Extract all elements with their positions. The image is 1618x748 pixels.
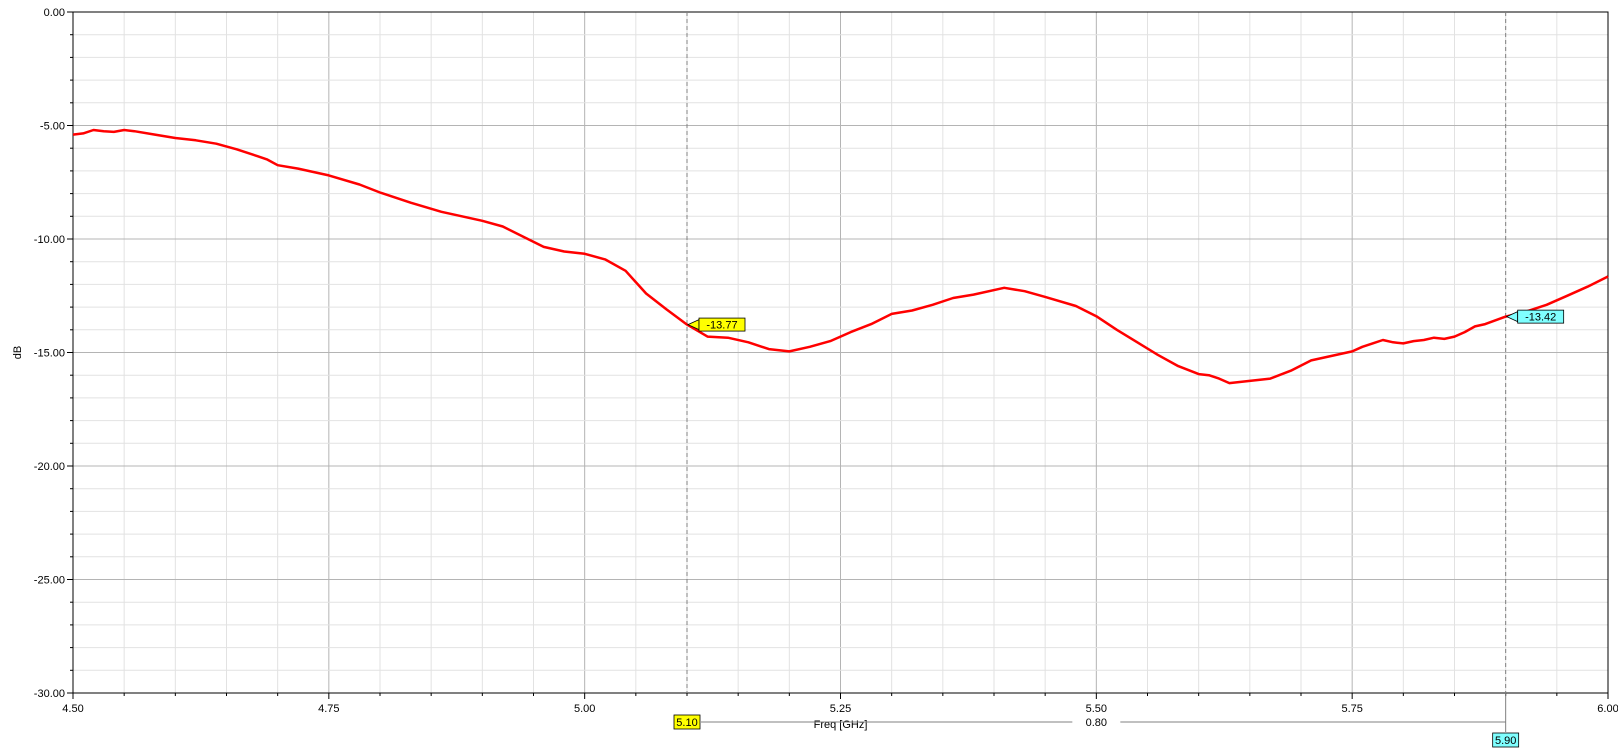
x-tick-label: 5.50 [1086,703,1107,715]
marker-lines [686,12,1507,693]
axis-ticks [67,11,1609,699]
marker-y-value: -13.77 [706,320,737,332]
marker-tag: -13.42 [1505,309,1565,324]
x-axis-title: Freq [GHz] [814,719,868,731]
y-tick-label: -5.00 [40,121,65,133]
x-tick-labels: 4.50 4.75 5.00 5.25 5.50 5.75 6.00 [62,703,1618,715]
marker-x-value: 5.10 [676,717,697,729]
marker-delta-bar: 0.80 5.10 5.90 [673,693,1520,748]
delta-value: 0.80 [1086,717,1107,729]
y-tick-label: -30.00 [34,688,65,700]
marker-y-value: -13.42 [1525,312,1556,324]
y-tick-label: -25.00 [34,575,65,587]
marker-tag-box [698,317,746,332]
y-tick-label: 0.00 [44,7,65,19]
marker-x-label: 5.10 [673,714,701,730]
marker-x-value: 5.90 [1495,735,1516,747]
marker-tag-box [1517,309,1565,324]
x-tick-label: 5.25 [830,703,851,715]
x-tick-label: 6.00 [1597,703,1618,715]
marker-x-label: 5.90 [1492,732,1520,748]
marker-tags: -13.77 -13.42 [687,309,1565,332]
series-line [72,128,1609,385]
y-tick-label: -10.00 [34,234,65,246]
marker-x-label-box [673,714,701,730]
x-tick-label: 4.75 [318,703,339,715]
x-tick-label: 4.50 [62,703,83,715]
y-axis-title: dB [12,346,24,359]
x-tick-label: 5.75 [1341,703,1362,715]
x-tick-label: 5.00 [574,703,595,715]
marker-x-label-box [1492,732,1520,748]
marker-pointer [1505,311,1519,323]
y-tick-label: -20.00 [34,461,65,473]
y-tick-label: -15.00 [34,348,65,360]
grid [73,12,1608,693]
y-tick-labels: 0.00 -5.00 -10.00 -15.00 -20.00 -25.00 -30.00 [34,7,65,700]
marker-tag: -13.77 [687,317,746,332]
